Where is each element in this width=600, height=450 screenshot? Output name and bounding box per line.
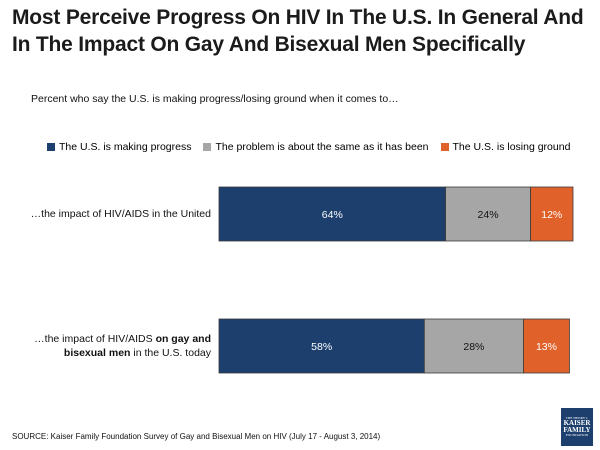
legend-swatch-progress [47,143,55,151]
data-label: 58% [311,341,332,353]
data-label: 12% [541,209,562,221]
kff-logo: THE HENRY J. KAISER FAMILY FOUNDATION [561,408,593,446]
logo-line-2: KAISER [563,419,591,427]
legend-label-same: The problem is about the same as it has … [215,141,429,153]
bar-segment [218,186,446,242]
legend-item-losing: The U.S. is losing ground [440,141,571,153]
data-label: 13% [536,341,557,353]
data-label: 28% [463,341,484,353]
category-label: …the impact of HIV/AIDS in the United [31,208,211,220]
legend-item-same: The problem is about the same as it has … [203,141,429,153]
data-label: 64% [322,209,343,221]
legend-label-losing: The U.S. is losing ground [452,141,571,153]
legend-label-progress: The U.S. is making progress [59,141,192,153]
chart-subtitle: Percent who say the U.S. is making progr… [31,93,399,105]
chart-title: Most Perceive Progress On HIV In The U.S… [12,6,584,56]
category-label-line: …the impact of HIV/AIDS on gay and [34,333,211,345]
legend: The U.S. is making progress The problem … [47,141,582,153]
bar-segment [423,318,524,374]
category-label-part: in the U.S. today [130,347,211,359]
category-label-part: on gay and [156,333,211,345]
legend-item-progress: The U.S. is making progress [47,141,191,153]
legend-swatch-losing [440,143,449,151]
logo-line-1: THE HENRY J. [565,415,589,420]
logo-line-4: FOUNDATION [565,433,589,437]
category-label-part: …the impact of HIV/AIDS [34,333,155,345]
category-label-line: bisexual men in the U.S. today [64,347,212,359]
category-label-part: …the impact of HIV/AIDS in the United [31,208,211,220]
bar-segment [523,318,570,374]
category-label: …the impact of HIV/AIDS on gay and bisexu… [34,333,212,359]
legend-swatch-same [203,143,212,151]
bar-segment [445,186,531,242]
bar-segment [218,318,425,374]
data-label: 24% [478,209,499,221]
bar-segment [530,186,574,242]
logo-line-3: FAMILY [563,426,591,434]
category-label-part: bisexual men [64,347,131,359]
source-note: SOURCE: Kaiser Family Foundation Survey … [12,432,381,441]
